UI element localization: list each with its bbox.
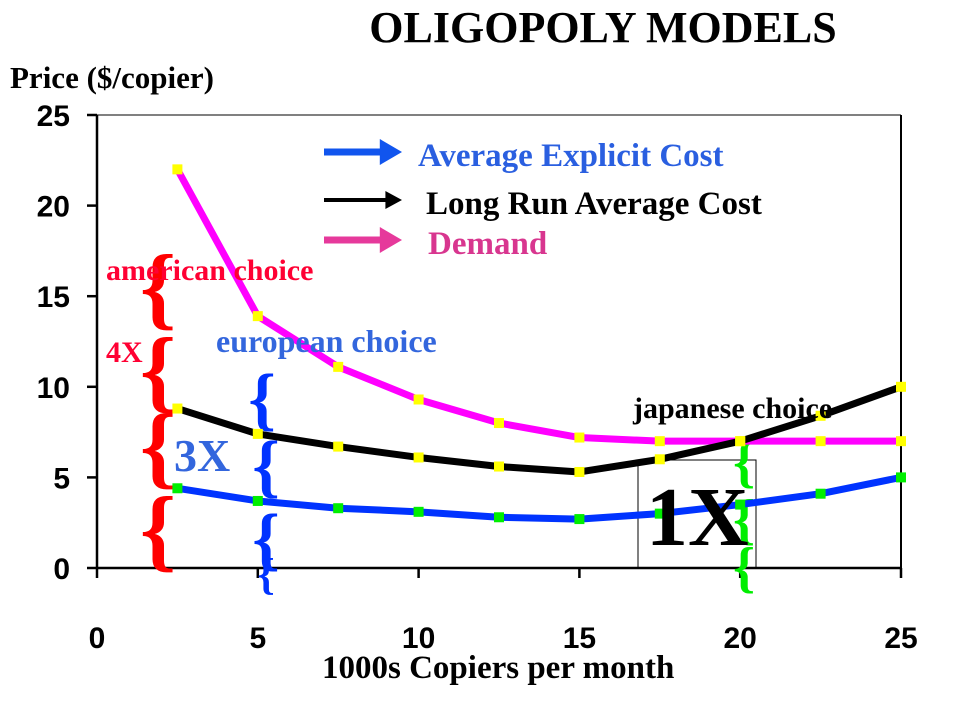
european-multiplier-label: 3X <box>174 430 230 481</box>
data-point <box>172 403 183 414</box>
data-point <box>896 381 906 392</box>
legend-entry: Average Explicit Cost <box>418 138 724 174</box>
y-tick-label: 0 <box>53 553 70 586</box>
brace-symbol: { <box>140 478 176 580</box>
data-point <box>252 428 263 439</box>
data-point <box>815 488 826 499</box>
brace-symbol: { <box>248 361 276 438</box>
american-multiplier-label: 4X <box>106 336 143 369</box>
japanese-multiplier-label: 1X <box>646 471 749 564</box>
series-line-2 <box>173 473 905 523</box>
y-tick-label: 15 <box>37 281 70 314</box>
x-tick-label: 10 <box>402 622 435 655</box>
data-point <box>574 432 585 443</box>
annotations: american choice 4X european choice 3X japane… <box>106 254 832 564</box>
x-tick-label: 25 <box>884 622 917 655</box>
brace-symbol: { <box>733 537 755 599</box>
data-point <box>735 436 746 447</box>
data-point <box>735 499 746 510</box>
page-title: OLIGOPOLY MODELS <box>369 3 837 52</box>
data-point <box>413 452 424 463</box>
legend-arrow-icon <box>379 139 402 165</box>
data-point <box>252 311 263 322</box>
brace-symbol: { <box>140 395 176 497</box>
brace-symbol: { <box>733 432 755 494</box>
data-point <box>815 436 826 447</box>
data-point <box>494 461 504 472</box>
brace-symbol: { <box>252 428 280 505</box>
data-point <box>494 418 504 429</box>
data-point <box>654 436 665 447</box>
series-markers <box>172 164 906 525</box>
data-point <box>413 394 424 405</box>
brace-symbol: { <box>140 319 176 421</box>
data-point <box>172 483 183 494</box>
y-tick-label: 20 <box>37 191 70 224</box>
series-lines <box>173 165 905 523</box>
y-tick-label: 25 <box>37 100 70 133</box>
data-point <box>333 503 344 514</box>
axes <box>87 113 903 578</box>
data-point <box>252 495 263 506</box>
legend-entry: Demand <box>428 226 547 262</box>
data-point <box>654 508 665 519</box>
brace-symbol: { <box>140 236 176 338</box>
legend-arrow-icon <box>379 227 402 253</box>
tick-labels: 0 5 10 15 20 25 0 5 10 15 20 25 <box>37 100 918 655</box>
legend-arrow-icon <box>385 191 402 209</box>
data-point <box>896 472 906 483</box>
data-point <box>494 512 504 523</box>
y-tick-label: 5 <box>53 462 70 495</box>
x-tick-label: 5 <box>249 622 266 655</box>
x-tick-label: 15 <box>563 622 596 655</box>
x-tick-label: 20 <box>724 622 757 655</box>
data-point <box>815 410 826 421</box>
x-tick-label: 0 <box>89 622 106 655</box>
american-choice-label: american choice <box>106 254 313 287</box>
data-point <box>654 454 665 465</box>
data-point <box>896 436 906 447</box>
japanese-choice-label: japanese choice <box>632 392 832 425</box>
data-point <box>574 466 585 477</box>
y-tick-label: 10 <box>37 372 70 405</box>
european-choice-label: european choice <box>216 323 437 359</box>
data-point <box>333 441 344 452</box>
data-point <box>413 506 424 517</box>
data-point <box>172 164 183 175</box>
x-axis-label: 1000s Copiers per month <box>322 650 675 686</box>
series-line-0 <box>173 165 905 445</box>
brace-symbol: { <box>257 550 274 599</box>
legend-entry: Long Run Average Cost <box>426 186 762 222</box>
data-point <box>333 361 344 372</box>
data-point <box>574 514 585 525</box>
y-axis-label: Price ($/copier) <box>10 60 214 95</box>
braces: {{{{{{{{{{{ <box>140 236 755 599</box>
legend: Average Explicit Cost Long Run Average Co… <box>324 138 762 262</box>
series-line-1 <box>173 383 905 476</box>
brace-symbol: { <box>252 501 280 578</box>
